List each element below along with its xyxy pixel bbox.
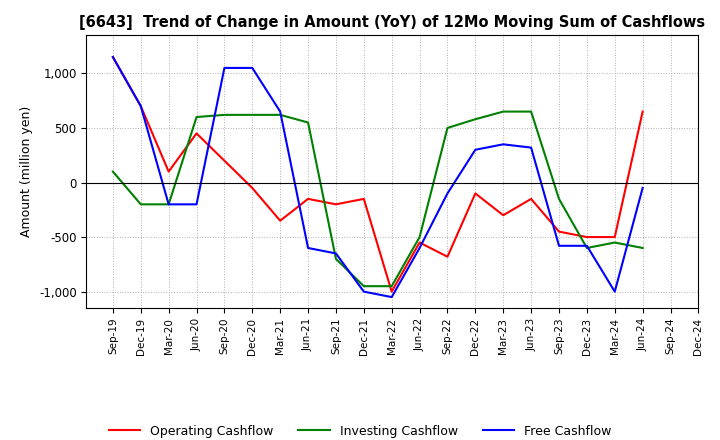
Free Cashflow [611,289,619,294]
Free Cashflow [220,65,229,70]
Free Cashflow [359,289,368,294]
Free Cashflow [554,243,563,249]
Free Cashflow [471,147,480,152]
Operating Cashflow [359,196,368,202]
Investing Cashflow [527,109,536,114]
Operating Cashflow [220,158,229,163]
Investing Cashflow [554,196,563,202]
Operating Cashflow [527,196,536,202]
Line: Free Cashflow: Free Cashflow [113,57,643,297]
Investing Cashflow [109,169,117,174]
Free Cashflow [332,251,341,256]
Operating Cashflow [554,229,563,234]
Investing Cashflow [471,117,480,122]
Free Cashflow [164,202,173,207]
Operating Cashflow [387,289,396,294]
Free Cashflow [387,294,396,300]
Operating Cashflow [443,254,451,259]
Free Cashflow [527,145,536,150]
Investing Cashflow [220,112,229,117]
Operating Cashflow [332,202,341,207]
Free Cashflow [248,65,256,70]
Line: Investing Cashflow: Investing Cashflow [113,112,643,286]
Investing Cashflow [499,109,508,114]
Investing Cashflow [443,125,451,131]
Investing Cashflow [611,240,619,245]
Operating Cashflow [471,191,480,196]
Investing Cashflow [276,112,284,117]
Operating Cashflow [415,240,424,245]
Legend: Operating Cashflow, Investing Cashflow, Free Cashflow: Operating Cashflow, Investing Cashflow, … [104,420,616,440]
Operating Cashflow [639,109,647,114]
Operating Cashflow [499,213,508,218]
Y-axis label: Amount (million yen): Amount (million yen) [20,106,33,237]
Investing Cashflow [332,256,341,261]
Investing Cashflow [415,235,424,240]
Free Cashflow [304,246,312,251]
Investing Cashflow [192,114,201,120]
Operating Cashflow [582,235,591,240]
Free Cashflow [276,109,284,114]
Operating Cashflow [137,103,145,109]
Operating Cashflow [248,185,256,191]
Operating Cashflow [304,196,312,202]
Investing Cashflow [387,283,396,289]
Free Cashflow [109,55,117,60]
Free Cashflow [639,185,647,191]
Free Cashflow [443,191,451,196]
Free Cashflow [582,243,591,249]
Operating Cashflow [276,218,284,224]
Line: Operating Cashflow: Operating Cashflow [113,57,643,292]
Investing Cashflow [164,202,173,207]
Title: [6643]  Trend of Change in Amount (YoY) of 12Mo Moving Sum of Cashflows: [6643] Trend of Change in Amount (YoY) o… [79,15,706,30]
Investing Cashflow [304,120,312,125]
Investing Cashflow [639,246,647,251]
Free Cashflow [137,103,145,109]
Operating Cashflow [109,55,117,60]
Free Cashflow [192,202,201,207]
Investing Cashflow [582,246,591,251]
Investing Cashflow [137,202,145,207]
Free Cashflow [499,142,508,147]
Operating Cashflow [611,235,619,240]
Operating Cashflow [164,169,173,174]
Investing Cashflow [248,112,256,117]
Free Cashflow [415,246,424,251]
Operating Cashflow [192,131,201,136]
Investing Cashflow [359,283,368,289]
